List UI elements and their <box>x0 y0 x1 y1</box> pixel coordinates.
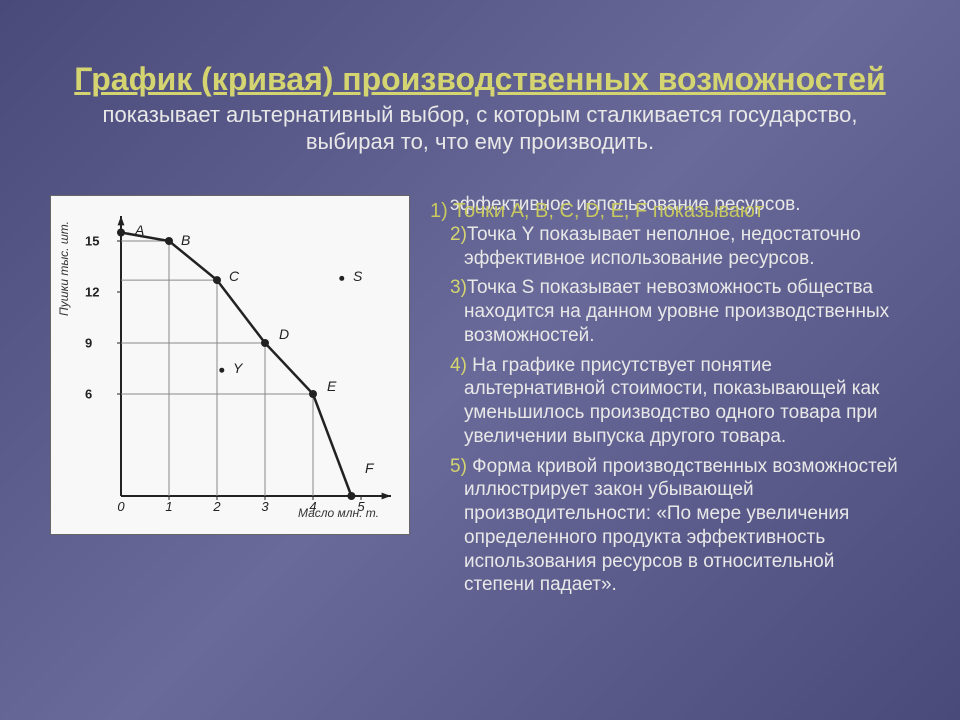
point-label: C <box>229 268 239 284</box>
y-tick: 6 <box>85 387 92 402</box>
point-label: A <box>135 222 144 238</box>
x-tick: 2 <box>213 499 220 514</box>
bullet-1-lead: 1) Точки A, B, C, D, E, F показывают <box>430 200 764 223</box>
bullet-3: 3)Точка S показывает невозможность общес… <box>450 276 910 347</box>
point-label: S <box>353 268 362 284</box>
x-tick: 5 <box>357 499 364 514</box>
y-tick: 12 <box>85 285 99 300</box>
x-tick: 0 <box>117 499 124 514</box>
x-tick: 4 <box>309 499 316 514</box>
x-tick: 1 <box>165 499 172 514</box>
slide-title: График (кривая) производственных возможн… <box>50 60 910 98</box>
point-label: B <box>181 232 190 248</box>
bullet-list: эффективное использование ресурсов. 2)То… <box>430 165 910 603</box>
point-label: D <box>279 326 289 342</box>
x-tick: 3 <box>261 499 268 514</box>
point-label: Y <box>233 360 242 376</box>
bullet-2: 2)Точка Y показывает неполное, недостато… <box>450 223 910 271</box>
y-tick: 15 <box>85 234 99 249</box>
point-label: E <box>327 378 336 394</box>
bullet-5: 5) Форма кривой производственных возможн… <box>450 455 910 598</box>
point-label: F <box>365 460 374 476</box>
ppf-chart: Пушки тыс. шт. Масло млн. т. 69121501234… <box>50 195 410 535</box>
y-tick: 9 <box>85 336 92 351</box>
slide-subtitle: показывает альтернативный выбор, с котор… <box>50 102 910 155</box>
bullet-4: 4) На графике присутствует понятие альте… <box>450 354 910 449</box>
